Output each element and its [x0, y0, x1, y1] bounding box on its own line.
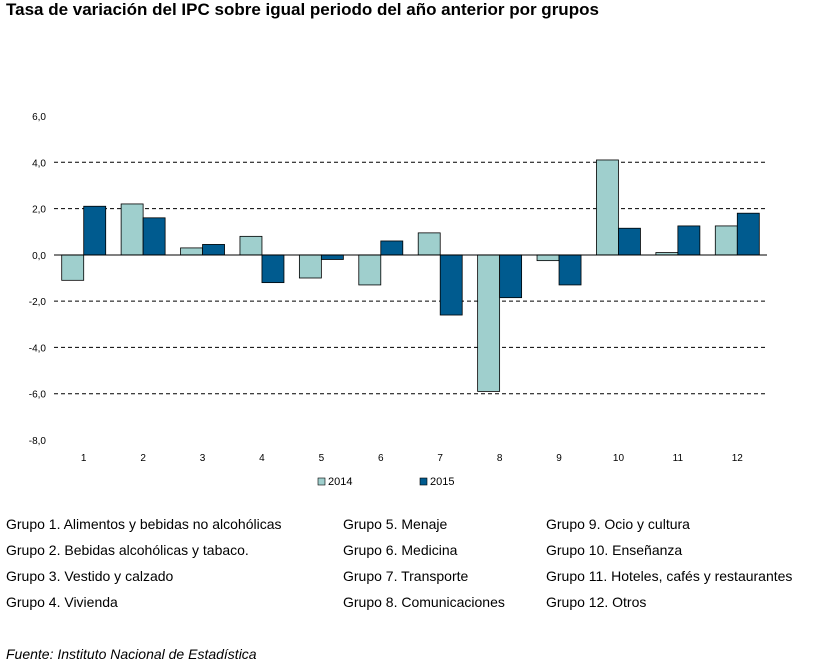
- bar-2014-2: [120, 203, 144, 256]
- group-label: Grupo 10. Enseñanza: [546, 542, 683, 558]
- group-label: Grupo 12. Otros: [546, 594, 647, 610]
- x-tick-label: 12: [732, 453, 744, 464]
- group-label: Grupo 9. Ocio y cultura: [546, 516, 690, 532]
- bar-2014-9: [536, 254, 560, 262]
- bar-2015-1: [83, 205, 107, 256]
- x-tick-label: 10: [613, 453, 625, 464]
- bar-2014-6: [358, 254, 382, 286]
- x-tick-label: 7: [437, 453, 443, 464]
- x-axis-ticks: 1 2 3 4 5 6 7 8 9 10 11 12: [81, 453, 743, 464]
- x-tick-label: 3: [200, 453, 206, 464]
- y-tick-label: 0,0: [32, 251, 46, 262]
- bar-2015-12: [736, 212, 760, 256]
- group-label: Grupo 11. Hoteles, cafés y restaurantes: [546, 568, 793, 584]
- legend-label: 2014: [328, 476, 352, 488]
- bar-2014-8: [477, 254, 501, 392]
- bar-2015-7: [439, 254, 463, 316]
- x-tick-label: 8: [497, 453, 503, 464]
- group-label: Grupo 2. Bebidas alcohólicas y tabaco.: [6, 542, 249, 558]
- bar-2015-9: [558, 254, 582, 286]
- group-label: Grupo 5. Menaje: [343, 516, 448, 532]
- x-tick-label: 6: [378, 453, 384, 464]
- bar-2015-11: [677, 225, 701, 256]
- y-tick-label: -6,0: [29, 390, 47, 401]
- bar-2015-3: [202, 244, 225, 256]
- bar-chart: 6,04,02,00,0-2,0-4,0-6,0-8,0 1 2 3 4 5 6 7 8 9 10…: [29, 112, 767, 488]
- group-label: Grupo 1. Alimentos y bebidas no alcohóli…: [6, 516, 282, 532]
- group-label: Grupo 3. Vestido y calzado: [6, 568, 174, 584]
- bar-2015-4: [261, 254, 285, 284]
- x-tick-label: 5: [319, 453, 325, 464]
- bar-2014-12: [714, 225, 738, 256]
- legend-label: 2015: [430, 476, 454, 488]
- y-tick-label: -8,0: [29, 436, 47, 447]
- y-axis-ticks: 6,0 4,0 2,0 0,0 -2,0 -4,0 -6,0 -8,0: [29, 112, 47, 447]
- y-tick-label: 2,0: [32, 205, 46, 216]
- x-tick-label: 2: [140, 453, 146, 464]
- chart-title: Tasa de variación del IPC sobre igual pe…: [6, 0, 599, 19]
- bar-2015-2: [142, 217, 166, 256]
- bars: [61, 159, 760, 392]
- bar-2015-5: [320, 254, 344, 260]
- bar-2015-6: [380, 240, 404, 256]
- group-label: Grupo 4. Vivienda: [6, 594, 118, 610]
- bar-2014-10: [596, 159, 619, 256]
- group-label: Grupo 8. Comunicaciones: [343, 594, 505, 610]
- group-label: Grupo 6. Medicina: [343, 542, 458, 558]
- x-tick-label: 4: [259, 453, 265, 464]
- bar-2014-5: [298, 254, 322, 279]
- y-tick-label: 4,0: [32, 158, 46, 169]
- x-tick-label: 1: [81, 453, 87, 464]
- y-tick-label: -4,0: [29, 343, 47, 354]
- legend-swatch-2014: [317, 477, 326, 486]
- bar-2014-4: [239, 235, 263, 256]
- legend: 2014 2015: [317, 476, 454, 488]
- group-label: Grupo 7. Transporte: [343, 568, 469, 584]
- bar-2014-7: [417, 232, 441, 256]
- x-tick-label: 11: [673, 453, 684, 464]
- y-tick-label: -2,0: [29, 297, 47, 308]
- source-note: Fuente: Instituto Nacional de Estadístic…: [6, 646, 257, 662]
- y-tick-label: 6,0: [32, 112, 46, 123]
- bar-2014-1: [61, 254, 85, 281]
- bar-2015-8: [499, 254, 523, 299]
- x-tick-label: 9: [556, 453, 562, 464]
- gridlines: [54, 161, 767, 395]
- bar-2015-10: [618, 227, 641, 256]
- bar-2014-3: [180, 247, 203, 256]
- legend-swatch-2015: [419, 477, 428, 486]
